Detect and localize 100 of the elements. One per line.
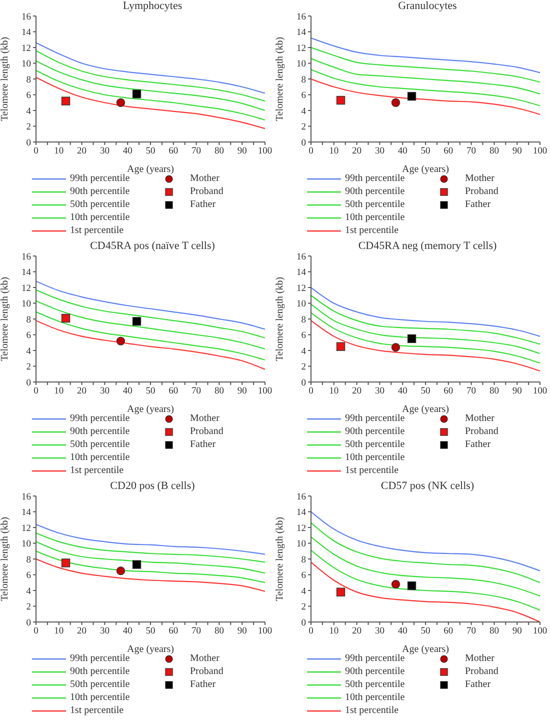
legend-label: 99th percentile	[70, 653, 130, 664]
x-tick-label: 40	[398, 146, 408, 157]
y-tick-label: 2	[301, 362, 306, 373]
x-tick-label: 100	[258, 146, 272, 157]
y-tick-label: 12	[22, 524, 32, 534]
y-tick-label: 0	[301, 138, 306, 148]
legend-label: 90th percentile	[345, 666, 405, 677]
x-tick-label: 70	[192, 386, 202, 397]
legend-label: Mother	[190, 173, 220, 184]
legend-label: 99th percentile	[345, 413, 405, 424]
x-tick-label: 10	[54, 626, 64, 637]
line-series	[311, 46, 540, 83]
x-tick-label: 70	[466, 146, 476, 157]
x-tick-label: 30	[100, 626, 110, 637]
point	[116, 336, 126, 346]
line-series	[311, 550, 540, 611]
legend-label: 1st percentile	[345, 225, 399, 236]
point	[132, 90, 142, 98]
y-tick-label: 8	[26, 315, 32, 326]
line-series	[311, 78, 540, 115]
legend-label: 90th percentile	[70, 186, 130, 197]
x-tick-label: 60	[168, 146, 178, 157]
x-tick-label: 60	[444, 386, 454, 397]
legend-label: 99th percentile	[345, 653, 405, 664]
y-tick-label: 6	[26, 571, 32, 582]
y-axis-title: Telomere length (kb)	[274, 36, 286, 122]
y-tick-label: 6	[301, 91, 306, 102]
legend-label: Mother	[465, 653, 494, 664]
x-tick-label: 40	[398, 386, 408, 397]
y-tick-label: 2	[301, 602, 306, 613]
x-tick-label: 70	[192, 146, 202, 157]
y-tick-label: 2	[26, 602, 32, 613]
y-tick-label: 12	[22, 44, 32, 54]
line-series	[311, 320, 540, 372]
y-tick-label: 8	[301, 315, 306, 326]
point	[407, 92, 416, 101]
x-tick-label: 50	[420, 386, 430, 397]
legend-label: Father	[190, 679, 216, 690]
line-series	[311, 511, 540, 572]
y-tick-label: 0	[26, 138, 32, 148]
x-tick-label: 80	[489, 626, 500, 637]
point	[116, 566, 126, 576]
x-tick-label: 0	[308, 386, 314, 397]
y-tick-label: 16	[22, 12, 32, 22]
line-series	[311, 303, 540, 354]
chart-title: CD57 pos (NK cells)	[380, 480, 476, 492]
x-tick-label: 100	[532, 386, 548, 397]
y-tick-label: 4	[301, 586, 306, 597]
legend-label: Proband	[465, 426, 498, 437]
line-series	[36, 60, 265, 112]
x-tick-label: 80	[489, 386, 500, 397]
legend-label: 90th percentile	[345, 186, 405, 197]
legend-label: 1st percentile	[70, 705, 124, 716]
x-tick-label: 90	[237, 146, 248, 157]
y-tick-label: 0	[26, 378, 32, 388]
x-tick-label: 50	[420, 626, 430, 637]
y-tick-label: 4	[26, 346, 32, 357]
y-tick-label: 0	[301, 378, 306, 388]
y-tick-label: 10	[22, 540, 32, 550]
legend-label: 90th percentile	[70, 666, 130, 677]
chart-title: CD45RA neg (memory T cells)	[357, 240, 498, 252]
legend-label: Proband	[190, 426, 224, 437]
legend-label: Proband	[190, 666, 224, 677]
legend-label: Father	[465, 439, 491, 450]
line-series	[36, 76, 265, 130]
y-tick-label: 12	[296, 284, 306, 294]
x-tick-label: 100	[532, 146, 548, 157]
x-tick-label: 60	[444, 626, 454, 637]
point	[61, 558, 70, 568]
y-tick-label: 2	[26, 122, 32, 133]
x-tick-label: 90	[512, 386, 522, 397]
y-tick-label: 10	[296, 300, 306, 310]
legend-label: 90th percentile	[70, 426, 130, 437]
y-tick-label: 6	[301, 331, 306, 342]
x-tick-label: 20	[77, 386, 87, 397]
legend-label: 50th percentile	[70, 199, 130, 210]
legend-label: 99th percentile	[70, 413, 130, 424]
legend-label: Mother	[465, 413, 494, 424]
point	[61, 314, 70, 323]
legend-label: 10th percentile	[70, 692, 130, 703]
x-tick-label: 30	[100, 146, 110, 157]
y-tick-label: 2	[301, 122, 306, 133]
x-tick-label: 80	[489, 146, 500, 157]
x-tick-label: 10	[329, 146, 339, 157]
legend-label: 1st percentile	[70, 225, 124, 236]
chart-title: Granulocytes	[397, 0, 458, 12]
legend-label: 50th percentile	[70, 679, 130, 690]
line-series	[36, 558, 265, 592]
y-tick-label: 14	[296, 508, 306, 518]
x-tick-label: 50	[146, 386, 156, 397]
x-axis-title: Age (years)	[127, 164, 174, 175]
x-tick-label: 30	[374, 386, 385, 397]
y-axis-title: Telomere length (kb)	[274, 516, 286, 602]
x-tick-label: 30	[374, 146, 385, 157]
y-tick-label: 16	[296, 492, 306, 502]
x-tick-label: 0	[308, 626, 314, 637]
legend-label: Father	[190, 199, 216, 210]
y-tick-label: 16	[22, 252, 32, 262]
x-tick-label: 70	[466, 386, 476, 397]
y-axis-title: Telomere length (kb)	[0, 516, 11, 602]
